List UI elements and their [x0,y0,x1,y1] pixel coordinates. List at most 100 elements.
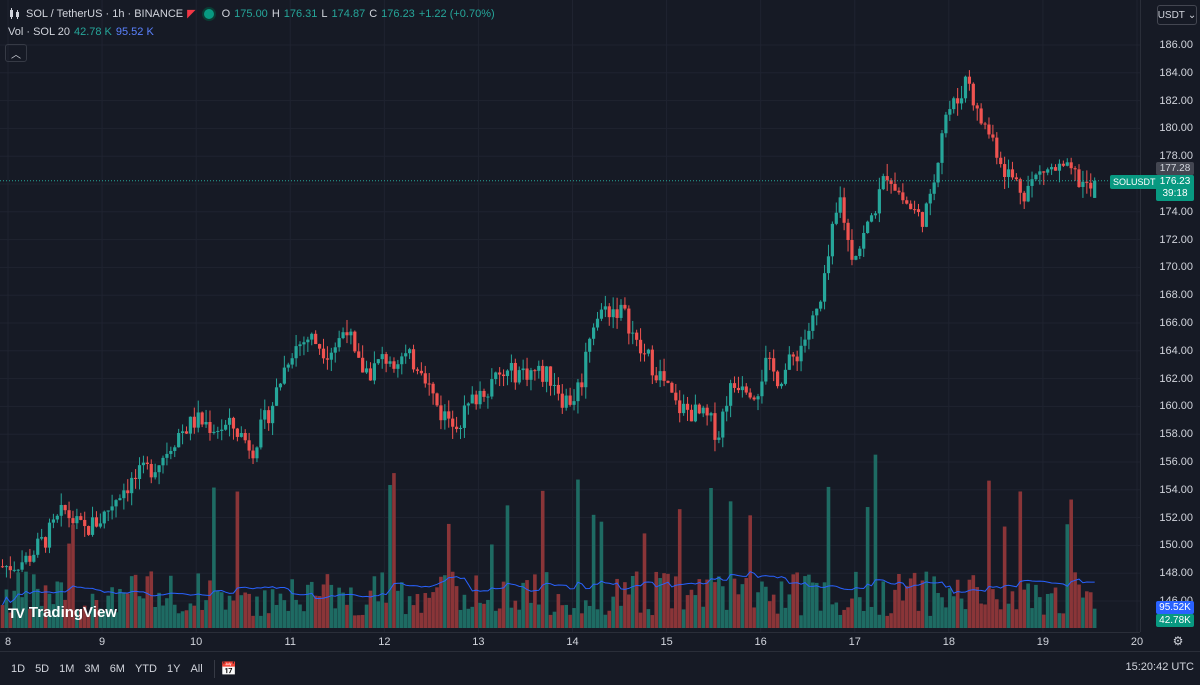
volume-bar [446,523,451,628]
price-tick: 178.00 [1159,150,1193,163]
high-value: 176.31 [283,7,318,20]
flag-icon[interactable]: ◤ [187,8,196,20]
main-chart-pane[interactable]: SOL / TetherUS · 1h · BINANCE ◤ O 175.00 … [0,0,1140,632]
volume-bar [270,589,275,628]
price-scale[interactable]: 186.00184.00182.00180.00178.00176.00174.… [1140,0,1200,632]
candle-up [165,453,169,458]
candle-down [235,428,239,437]
range-button-1y[interactable]: 1Y [166,662,181,675]
candle-up [928,193,932,204]
volume-bar [912,572,917,628]
volume-bar [705,579,709,628]
volume-bar [110,587,114,628]
volume-bar [1030,608,1034,628]
candle-down [231,417,236,429]
candle-down [662,371,666,381]
candle-up [521,368,525,371]
volume-bar [697,579,702,628]
candle-down [752,397,756,400]
candle-down [427,383,431,385]
volume-bar [865,507,870,628]
symbol-title[interactable]: SOL / TetherUS · 1h · BINANCE [26,7,184,20]
candle-down [267,410,271,424]
candle-up [940,133,944,163]
volume-bar [869,606,874,628]
time-tick: 13 [472,636,485,648]
currency-select[interactable]: USDT ⌄ [1157,5,1197,25]
candle-up [576,382,580,402]
volume-bar [681,609,686,628]
volume-bar [713,582,717,628]
volume-bar [450,571,455,628]
volume-bar [642,533,647,628]
price-tick: 160.00 [1159,400,1193,413]
candle-up [341,332,345,339]
volume-bar [278,593,283,628]
volume-bar [239,595,244,628]
range-button-5d[interactable]: 5D [35,662,50,675]
volume-bar [345,604,349,628]
candle-up [764,357,768,382]
range-button-3m[interactable]: 3M [84,662,100,675]
volume-bar [67,543,71,628]
price-tick: 184.00 [1159,66,1193,79]
divider [213,659,215,678]
symbol-tag: SOLUSDT [1110,175,1159,189]
candle-up [216,430,220,432]
candle-down [251,450,255,459]
candle-up [110,506,114,511]
clock[interactable]: 15:20:42 UTC [1125,661,1194,673]
time-tick: 16 [754,636,767,648]
volume-bar [885,615,889,628]
market-status-icon[interactable] [203,8,214,19]
volume-bar [63,599,67,628]
volume-bar [329,584,334,628]
volume-bar [940,597,944,628]
volume-bar [693,595,698,628]
volume-bar [513,600,518,628]
volume-bar [556,594,561,628]
candle-up [1081,181,1085,187]
range-button-ytd[interactable]: YTD [134,662,157,675]
volume-bar [619,605,623,628]
calendar-icon[interactable]: 📅 [220,660,237,676]
candle-up [400,356,404,365]
volume-legend[interactable]: Vol · SOL 20 42.78 K 95.52 K [8,26,154,38]
range-button-1d[interactable]: 1D [11,662,26,675]
volume-bar [724,609,729,628]
candle-down [423,373,427,384]
candles-icon [8,8,22,19]
volume-bar [908,578,913,628]
chevron-up-icon[interactable]: ︿ [5,44,27,62]
volume-bar [987,480,991,628]
volume-bar [32,574,36,628]
candle-down [635,332,639,340]
volume-bar [634,571,639,628]
time-scale[interactable]: 8 9 10 11 12 13 14 15 16 17 18 19 20 [0,632,1143,651]
range-button-1m[interactable]: 1M [59,662,75,675]
candle-up [932,182,936,194]
volume-bar [411,605,416,628]
volume-bar [223,609,228,628]
candle-up [255,447,259,459]
range-button-all[interactable]: All [190,662,203,675]
volume-bar [86,615,91,628]
bottom-toolbar: 1D 5D 1M 3M 6M YTD 1Y All 📅 15:20:42 UTC [0,651,1200,685]
time-tick: 9 [99,636,106,648]
candle-down [607,306,611,318]
candle-up [701,407,705,414]
volume-bar [39,605,44,628]
candle-up [740,386,744,391]
volume-bar [180,611,185,628]
range-button-6m[interactable]: 6M [109,662,125,675]
volume-bar [580,613,584,628]
gear-icon[interactable]: ⚙ [1172,634,1184,648]
candle-down [345,332,349,336]
volume-bar [1041,614,1046,628]
volume-bar [255,596,259,628]
volume-bar [850,598,854,628]
candlestick-plot[interactable] [0,0,1140,632]
volume-bar [728,501,733,628]
candle-up [388,361,392,364]
